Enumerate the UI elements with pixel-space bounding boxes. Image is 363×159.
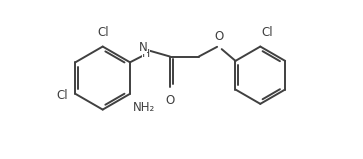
Text: H: H [142,49,150,59]
Text: Cl: Cl [262,26,273,39]
Text: Cl: Cl [97,26,109,39]
Text: O: O [215,30,224,43]
Text: N: N [139,41,147,54]
Text: O: O [166,94,175,107]
Text: Cl: Cl [57,89,68,102]
Text: NH₂: NH₂ [133,101,155,114]
